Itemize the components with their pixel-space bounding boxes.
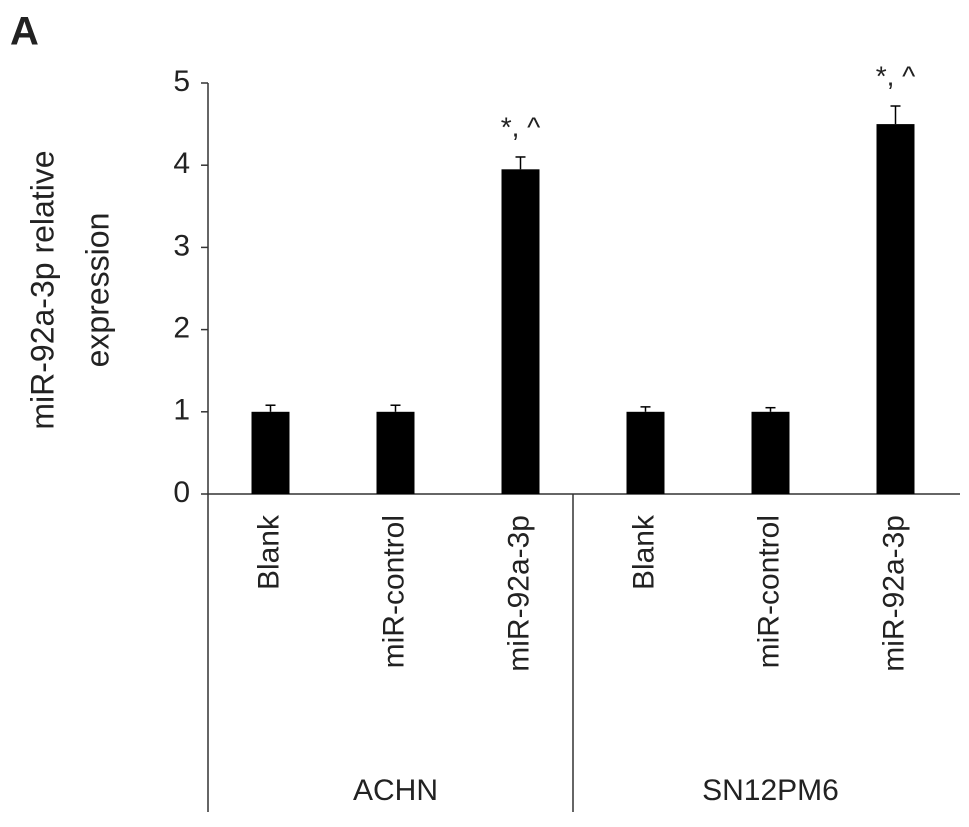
y-axis-label: miR-92a-3p relative <box>24 150 60 429</box>
bar <box>376 411 415 494</box>
annotation: *, ^ <box>876 60 916 91</box>
bar <box>501 169 540 494</box>
panel-label: A <box>10 10 39 54</box>
x-tick-label: Blank <box>627 514 660 590</box>
y-tick-label: 2 <box>173 312 190 345</box>
bar <box>751 411 790 494</box>
group-label: SN12PM6 <box>702 774 839 807</box>
x-tick-label: miR-control <box>377 515 410 668</box>
y-tick-label: 4 <box>173 147 190 180</box>
y-tick-label: 1 <box>173 394 190 427</box>
y-tick-label: 5 <box>173 65 190 98</box>
group-label: ACHN <box>353 774 438 807</box>
annotation: *, ^ <box>501 111 541 142</box>
bar <box>626 411 665 494</box>
x-tick-label: Blank <box>252 514 285 590</box>
x-tick-label: miR-92a-3p <box>877 515 910 672</box>
x-tick-label: miR-92a-3p <box>502 515 535 672</box>
bar <box>876 124 915 494</box>
y-axis-label: expression <box>79 213 115 368</box>
y-tick-label: 0 <box>173 476 190 509</box>
y-tick-label: 3 <box>173 229 190 262</box>
bar <box>251 411 290 494</box>
x-tick-label: miR-control <box>752 515 785 668</box>
